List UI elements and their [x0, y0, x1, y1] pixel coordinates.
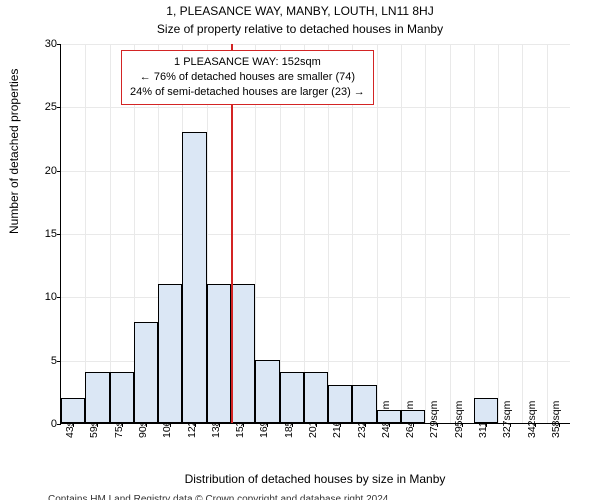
histogram-bar	[352, 385, 376, 423]
gridline-v	[547, 44, 548, 423]
gridline-h	[61, 107, 570, 108]
ytick-mark	[57, 297, 61, 298]
ytick-mark	[57, 107, 61, 108]
annotation-line2: ← 76% of detached houses are smaller (74…	[130, 70, 365, 85]
y-axis-label: Number of detached properties	[7, 69, 21, 234]
gridline-v	[425, 44, 426, 423]
gridline-v	[522, 44, 523, 423]
histogram-bar	[85, 372, 109, 423]
histogram-bar	[182, 132, 206, 423]
histogram-bar	[207, 284, 231, 423]
histogram-bar	[401, 410, 425, 423]
histogram-bar	[158, 284, 182, 423]
histogram-bar	[474, 398, 498, 423]
ytick-mark	[57, 234, 61, 235]
ytick-label: 20	[27, 165, 57, 177]
chart-title: 1, PLEASANCE WAY, MANBY, LOUTH, LN11 8HJ	[0, 4, 600, 18]
histogram-bar	[377, 410, 401, 423]
annotation-line1: 1 PLEASANCE WAY: 152sqm	[130, 55, 365, 70]
marker-annotation: 1 PLEASANCE WAY: 152sqm ← 76% of detache…	[121, 50, 374, 105]
x-axis-label: Distribution of detached houses by size …	[60, 472, 570, 486]
histogram-bar	[61, 398, 85, 423]
ytick-label: 0	[27, 418, 57, 430]
ytick-label: 25	[27, 101, 57, 113]
ytick-label: 10	[27, 291, 57, 303]
histogram-bar	[304, 372, 328, 423]
histogram-bar	[255, 360, 279, 423]
histogram-bar	[231, 284, 255, 423]
gridline-v	[401, 44, 402, 423]
ytick-mark	[57, 44, 61, 45]
gridline-h	[61, 297, 570, 298]
gridline-v	[450, 44, 451, 423]
footer-line1: Contains HM Land Registry data © Crown c…	[48, 494, 590, 500]
ytick-label: 5	[27, 355, 57, 367]
gridline-v	[110, 44, 111, 423]
footer: Contains HM Land Registry data © Crown c…	[48, 494, 590, 500]
chart-container: 1, PLEASANCE WAY, MANBY, LOUTH, LN11 8HJ…	[0, 0, 600, 500]
gridline-v	[498, 44, 499, 423]
gridline-h	[61, 44, 570, 45]
annotation-line3: 24% of semi-detached houses are larger (…	[130, 85, 365, 100]
gridline-v	[474, 44, 475, 423]
histogram-bar	[110, 372, 134, 423]
histogram-bar	[280, 372, 304, 423]
gridline-v	[85, 44, 86, 423]
ytick-mark	[57, 424, 61, 425]
chart-subtitle: Size of property relative to detached ho…	[0, 22, 600, 36]
histogram-bar	[328, 385, 352, 423]
ytick-label: 15	[27, 228, 57, 240]
gridline-v	[377, 44, 378, 423]
ytick-label: 30	[27, 38, 57, 50]
plot-area: 1 PLEASANCE WAY: 152sqm ← 76% of detache…	[60, 44, 570, 424]
ytick-mark	[57, 171, 61, 172]
gridline-h	[61, 234, 570, 235]
ytick-mark	[57, 361, 61, 362]
gridline-h	[61, 171, 570, 172]
histogram-bar	[134, 322, 158, 423]
